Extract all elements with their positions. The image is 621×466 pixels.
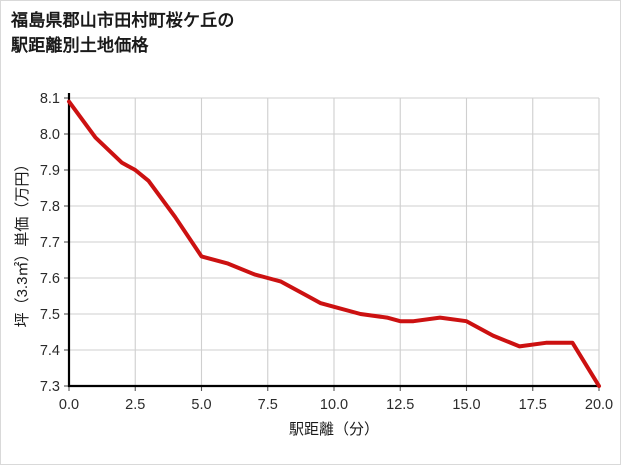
data-series-group xyxy=(67,99,601,388)
x-tick-label: 15.0 xyxy=(452,397,480,413)
x-tick-label: 12.5 xyxy=(386,397,414,413)
y-tick-label: 7.3 xyxy=(40,379,60,395)
gridlines-group xyxy=(68,97,600,387)
x-tick-label: 7.5 xyxy=(258,397,278,413)
y-tick-label: 7.7 xyxy=(40,235,60,251)
x-tick-label: 2.5 xyxy=(125,397,145,413)
x-tick-label: 20.0 xyxy=(585,397,613,413)
y-tick-label: 7.4 xyxy=(40,343,60,359)
x-tick-label: 10.0 xyxy=(320,397,348,413)
x-tick-label: 0.0 xyxy=(59,397,79,413)
y-tick-label: 7.9 xyxy=(40,163,60,179)
x-axis-tick-labels: 0.0 2.5 5.0 7.5 10.0 12.5 15.0 17.5 20.0 xyxy=(59,397,613,413)
y-tick-label: 7.5 xyxy=(40,307,60,323)
axis-spine-path xyxy=(67,93,599,388)
y-tick-label: 7.8 xyxy=(40,199,60,215)
x-tick-label: 5.0 xyxy=(191,397,211,413)
y-tick-label: 8.1 xyxy=(40,91,60,107)
page-title: 福島県郡山市田村町桜ケ丘の 駅距離別土地価格 xyxy=(11,11,235,55)
x-tick-label: 17.5 xyxy=(519,397,547,413)
series-line-坪単価 xyxy=(67,99,601,388)
y-axis-tick-labels: 7.3 7.4 7.5 7.6 7.7 7.8 7.9 8.0 8.1 xyxy=(40,91,60,395)
x-axis-title: 駅距離（分） xyxy=(289,420,379,438)
y-tick-label: 8.0 xyxy=(40,127,60,143)
axis-spines xyxy=(67,93,599,388)
y-tick-label: 7.6 xyxy=(40,271,60,287)
y-axis-title: 坪（3.3㎡）単価（万円） xyxy=(14,157,31,328)
